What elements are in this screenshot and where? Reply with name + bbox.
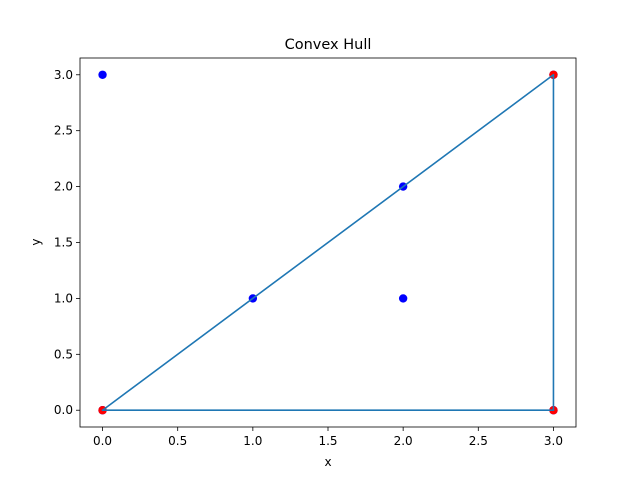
x-tick-label-2: 1.0 [243,434,262,448]
y-tick-label-4: 2.0 [54,180,73,194]
y-tick-label-1: 0.5 [54,347,73,361]
y-tick-label-5: 2.5 [54,124,73,138]
x-tick-label-0: 0.0 [93,434,112,448]
data-point-0 [98,70,107,79]
y-axis-label: y [29,238,43,245]
data-point-3 [398,294,408,303]
x-tick-label-4: 2.0 [394,434,413,448]
hull-edge-2 [101,73,555,412]
y-tick-label-6: 3.0 [54,68,73,82]
y-tick-label-3: 1.5 [54,236,73,250]
x-axis-label: x [324,455,331,469]
y-tick-label-2: 1.0 [54,291,73,305]
x-tick-label-6: 3.0 [544,434,563,448]
x-tick-label-1: 0.5 [168,434,187,448]
axis-ticks: 0.0 0.5 1.0 1.5 2.0 2.5 3.0 0.0 0.5 1.0 1.5 2.0 2.5 3… [54,68,563,448]
x-tick-label-3: 1.5 [318,434,337,448]
x-tick-label-5: 2.5 [469,434,488,448]
plot-marks [98,70,558,415]
chart-title: Convex Hull [285,37,372,53]
y-tick-label-0: 0.0 [54,403,73,417]
